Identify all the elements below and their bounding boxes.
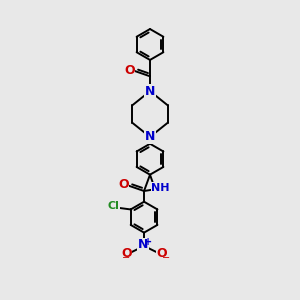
Text: −: −	[162, 253, 170, 262]
Text: +: +	[144, 237, 152, 247]
Text: N: N	[145, 130, 155, 143]
Text: N: N	[145, 85, 155, 98]
Text: NH: NH	[151, 183, 170, 193]
Text: O: O	[118, 178, 129, 191]
Text: N: N	[138, 238, 148, 251]
Text: O: O	[124, 64, 135, 76]
Text: −: −	[122, 253, 130, 262]
Text: Cl: Cl	[108, 202, 120, 212]
Text: O: O	[156, 247, 167, 260]
Text: O: O	[121, 247, 132, 260]
